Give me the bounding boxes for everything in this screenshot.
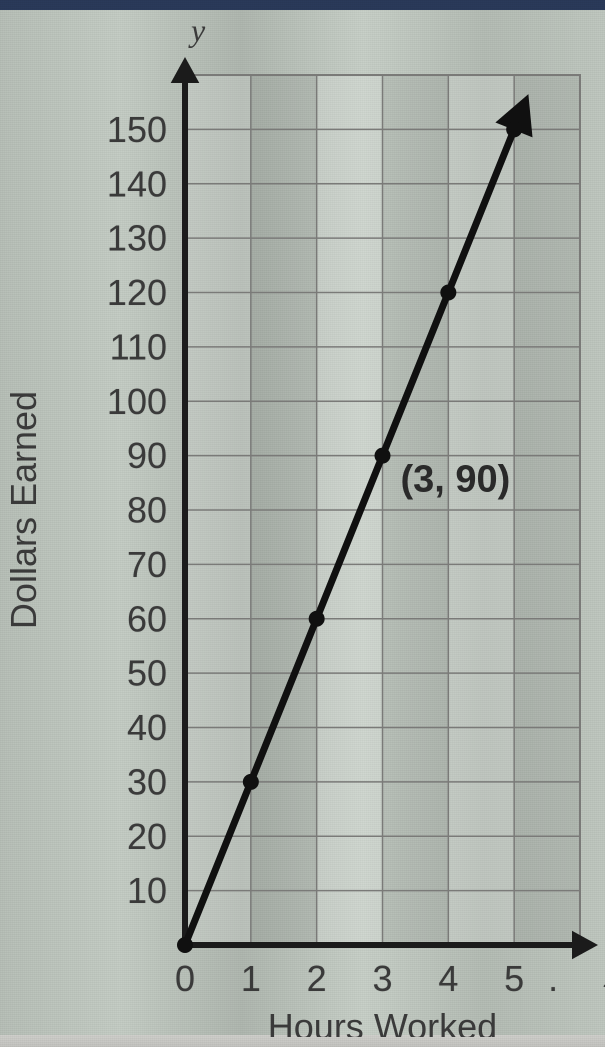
y-axis-arrow bbox=[171, 57, 200, 83]
y-tick-label: 110 bbox=[110, 326, 167, 367]
y-tick-label: 80 bbox=[127, 490, 167, 531]
window-top-bar bbox=[0, 0, 605, 10]
y-tick-label: 150 bbox=[107, 109, 167, 150]
data-marker bbox=[506, 121, 522, 137]
y-tick-label: 30 bbox=[127, 761, 167, 802]
y-tick-label: 100 bbox=[107, 381, 167, 422]
y-tick-label: 40 bbox=[127, 707, 167, 748]
y-tick-label: 60 bbox=[127, 598, 167, 639]
x-tick-label: 0 bbox=[175, 958, 195, 999]
x-tick-label: 1 bbox=[241, 958, 261, 999]
y-tick-label: 50 bbox=[127, 653, 167, 694]
y-tick-label: 70 bbox=[127, 544, 167, 585]
data-marker bbox=[177, 937, 193, 953]
data-marker bbox=[309, 611, 325, 627]
data-marker bbox=[440, 285, 456, 301]
y-tick-label: 120 bbox=[107, 272, 167, 313]
x-axis-title: Hours Worked bbox=[268, 1006, 497, 1037]
point-annotation: (3, 90) bbox=[401, 459, 511, 501]
x-tick-label: 5 bbox=[504, 958, 524, 999]
y-axis-variable: y bbox=[188, 12, 206, 48]
chart-container: 10 20 30 40 50 60 70 80 90 100 110 120 130 140 150 0 1 2 3… bbox=[0, 10, 605, 1037]
line-chart: 10 20 30 40 50 60 70 80 90 100 110 120 130 140 150 0 1 2 3… bbox=[0, 10, 605, 1037]
x-tick-trailing-dot: . bbox=[548, 958, 558, 999]
y-tick-label: 10 bbox=[127, 870, 167, 911]
y-tick-label: 90 bbox=[127, 435, 167, 476]
y-axis-title: Dollars Earned bbox=[3, 391, 44, 629]
x-tick-label: 2 bbox=[307, 958, 327, 999]
y-tick-label: 20 bbox=[127, 816, 167, 857]
y-tick-label: 130 bbox=[107, 218, 167, 259]
x-tick-label: 3 bbox=[372, 958, 392, 999]
x-axis-arrow bbox=[572, 931, 598, 960]
y-tick-label: 140 bbox=[107, 163, 167, 204]
data-marker bbox=[243, 774, 259, 790]
x-tick-label: 4 bbox=[438, 958, 458, 999]
data-marker bbox=[375, 448, 391, 464]
